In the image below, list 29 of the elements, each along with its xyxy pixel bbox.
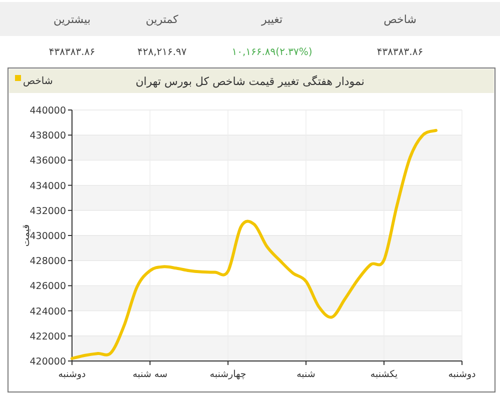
text: ۴۲۸,۲۱۶.۹۷ [137,47,188,58]
text: شاخص [384,13,416,26]
legend-label: شاخص [23,76,53,87]
text: ۱۰,۱۶۶.۸۹(۲.۳۷%) [232,47,312,58]
x-tick-label: دوشنبه [448,369,476,380]
x-tick-label: شنبه [296,369,316,380]
y-tick-label: 424000 [30,306,66,318]
y-tick-label: 428000 [30,256,66,268]
y-tick-label: 420000 [30,356,66,368]
chart-title: نمودار هفتگی تغییر قیمت شاخص کل بورس تهران [136,75,364,88]
x-tick-label: دوشنبه [58,369,86,380]
x-tick-label: یکشنبه [370,369,398,380]
y-tick-label: 436000 [30,156,66,167]
text: تغییر [260,13,283,26]
line-series [70,128,438,360]
y-tick-label: 440000 [30,106,66,116]
y-tick-label: 438000 [30,130,66,142]
y-axis-title: قیمت [21,224,32,247]
y-tick-label: 422000 [30,331,66,342]
y-tick-label: 430000 [30,231,66,242]
y-tick-label: 434000 [30,180,66,192]
x-tick-label: چهارشنبه [210,369,246,380]
text: کمترین [146,13,179,26]
y-tick-label: 432000 [30,206,66,217]
text: ۴۳۸۳۸۳.۸۶ [376,47,424,58]
y-tick-label: 426000 [30,281,66,292]
text: بیشترین [53,13,91,26]
x-tick-label: سه شنبه [132,369,168,380]
text: ۴۳۸۳۸۳.۸۶ [48,47,96,58]
